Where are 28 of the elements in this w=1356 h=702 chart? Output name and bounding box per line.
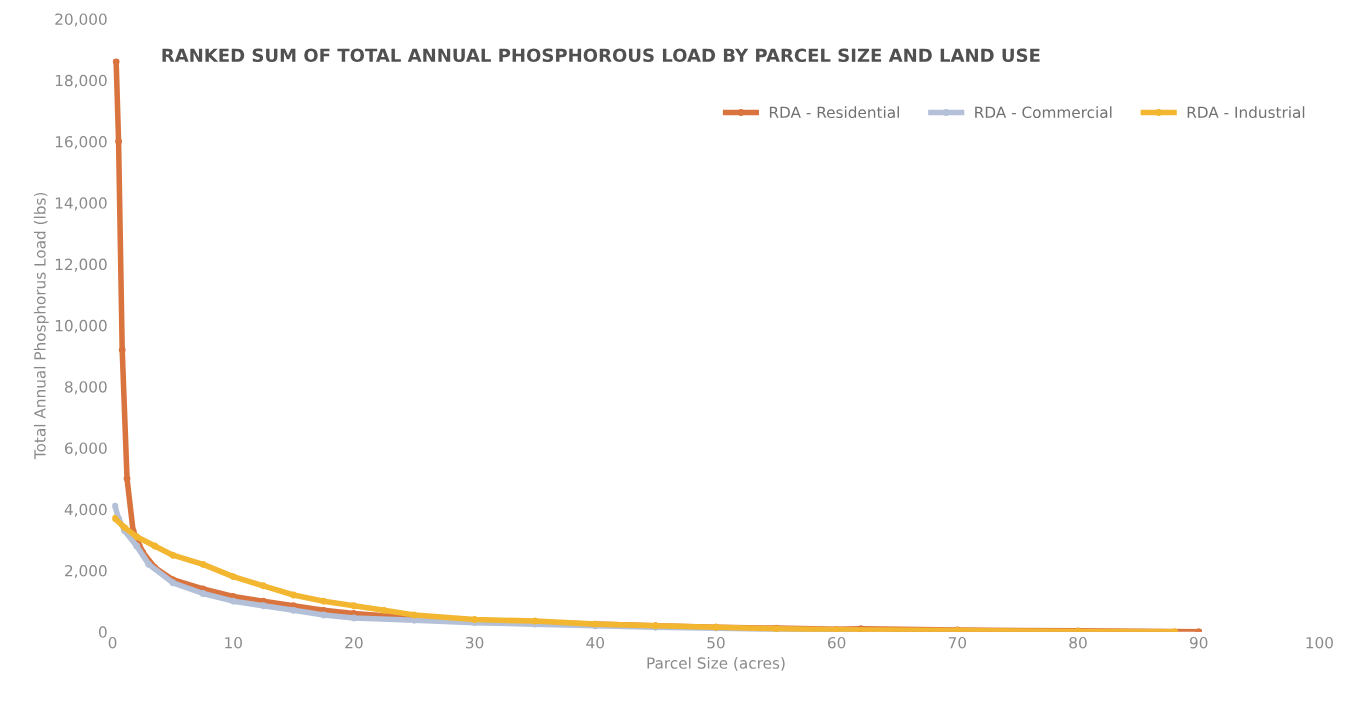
- x-axis-title: Parcel Size (acres): [647, 657, 785, 671]
- x-tick-label: 20: [345, 636, 363, 649]
- x-tick-label: 0: [108, 636, 117, 649]
- text: RANKED SUM OF TOTAL ANNUAL PHOSPHOROUS LOAD BY PARCEL SIZE AND LAND USE: [162, 48, 1040, 63]
- legend-label: RDA - Commercial: [975, 106, 1112, 119]
- x-tick-label: 100: [1306, 636, 1333, 649]
- legend-label: RDA - Residential: [769, 106, 899, 119]
- y-tick-label: 2,000: [65, 564, 107, 579]
- y-tick-label: 0: [98, 626, 107, 638]
- x-tick-label: 90: [1189, 636, 1208, 649]
- x-tick-label: 80: [1069, 636, 1087, 649]
- legend-label: RDA - Industrial: [1187, 106, 1305, 119]
- y-tick-label: 16,000: [55, 135, 107, 150]
- x-tick-label: 60: [828, 636, 846, 649]
- y-tick-label: 14,000: [55, 197, 107, 211]
- y-tick-label: 4,000: [64, 503, 107, 517]
- y-tick-label: 8,000: [64, 381, 107, 395]
- y-tick-label: 20,000: [55, 13, 107, 27]
- x-tick-label: 10: [225, 636, 242, 649]
- y-axis-title: Total Annual Phosphorus Load (lbs): [33, 192, 49, 460]
- y-tick-label: 6,000: [65, 442, 107, 456]
- x-tick-label: 30: [466, 636, 484, 649]
- x-tick-label: 50: [707, 636, 725, 649]
- y-tick-label: 10,000: [55, 319, 107, 333]
- y-tick-label: 18,000: [55, 74, 107, 88]
- y-tick-label: 12,000: [55, 258, 107, 272]
- x-tick-label: 40: [586, 636, 604, 649]
- x-tick-label: 70: [948, 636, 967, 649]
